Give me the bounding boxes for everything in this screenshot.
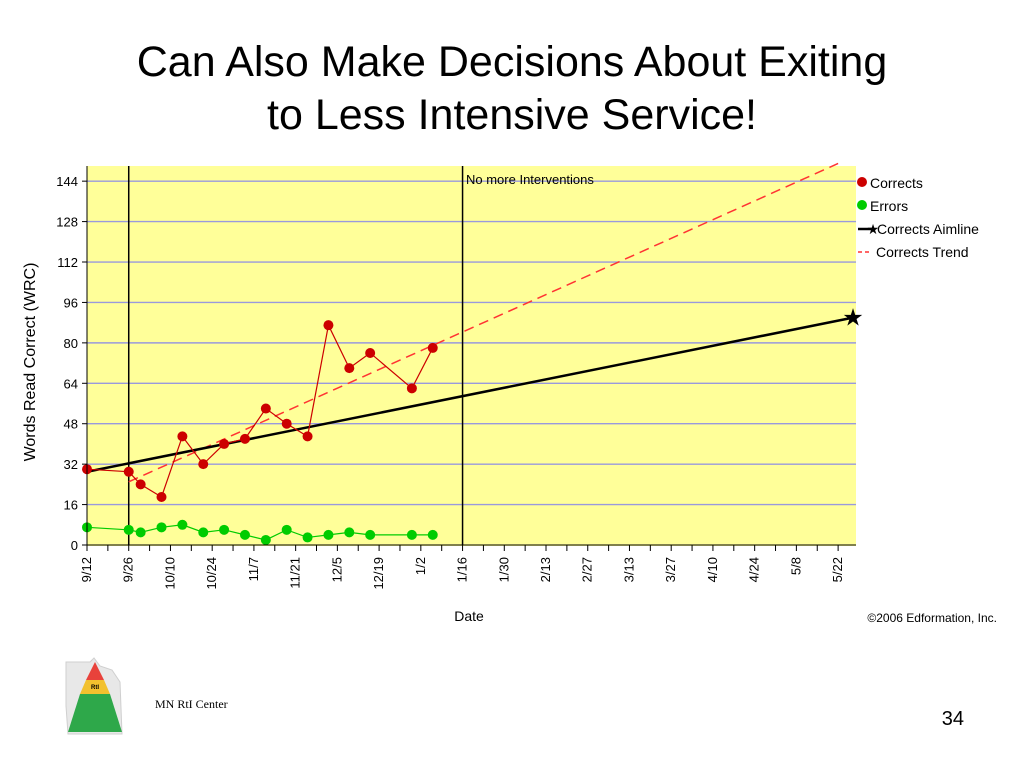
legend-label: Corrects Trend <box>876 244 969 260</box>
y-tick-label: 128 <box>56 215 78 230</box>
slide-title-line-1: Can Also Make Decisions About Exiting <box>136 38 888 86</box>
data-point <box>177 519 188 530</box>
series-errors <box>82 519 438 545</box>
y-tick-label: 80 <box>64 336 78 351</box>
data-point <box>302 532 313 543</box>
trend-line <box>128 162 839 483</box>
series-group: ★ <box>82 162 864 545</box>
y-tick-label: 64 <box>64 376 78 391</box>
legend-label: Corrects <box>870 175 923 191</box>
data-point <box>219 438 230 449</box>
legend-item: ★Corrects Aimline <box>858 221 979 238</box>
data-point <box>198 527 209 538</box>
x-tick-label: 5/8 <box>788 557 803 575</box>
copyright-label: ©2006 Edformation, Inc. <box>867 611 997 625</box>
y-tick-label: 16 <box>64 498 78 513</box>
y-axis-title: Words Read Correct (WRC) <box>22 263 39 462</box>
x-tick-label: 1/16 <box>455 557 470 582</box>
legend-star: ★ <box>867 222 880 238</box>
y-tick-label: 96 <box>64 295 78 310</box>
x-tick-label: 1/30 <box>496 557 511 582</box>
x-tick-label: 9/26 <box>121 557 136 582</box>
mn-rti-logo: RtI <box>60 656 130 741</box>
slide-title: Can Also Make Decisions About Exiting to… <box>0 36 1024 142</box>
logo-text: RtI <box>91 685 99 691</box>
slide-number: 34 <box>941 708 964 730</box>
data-point <box>177 431 188 442</box>
legend-item: Corrects <box>857 175 923 191</box>
x-tick-label: 4/10 <box>705 557 720 582</box>
legend-item: Corrects Trend <box>858 244 969 260</box>
aimline-goal-star: ★ <box>842 304 864 332</box>
series-line <box>86 323 434 498</box>
x-tick-label: 2/13 <box>538 557 553 582</box>
legend-label: Errors <box>870 198 908 214</box>
data-point <box>260 534 271 545</box>
data-point <box>135 479 146 490</box>
data-point <box>406 529 417 540</box>
footer-label: MN RtI Center <box>155 697 228 711</box>
data-point <box>406 383 417 394</box>
y-tick-label: 48 <box>64 417 78 432</box>
x-tick-label: 1/2 <box>413 557 428 575</box>
series-corrects-aimline: ★ <box>86 304 864 473</box>
data-point <box>281 418 292 429</box>
x-tick-label: 4/24 <box>747 557 762 582</box>
x-axis-title: Date <box>454 608 484 624</box>
x-tick-label: 12/19 <box>371 557 386 590</box>
data-point <box>427 342 438 353</box>
legend-label: Corrects Aimline <box>877 221 979 237</box>
data-point <box>123 524 134 535</box>
x-tick-label: 10/10 <box>162 557 177 590</box>
legend-marker <box>857 200 867 210</box>
x-tick-label: 3/27 <box>663 557 678 582</box>
data-point <box>365 347 376 358</box>
data-point <box>135 527 146 538</box>
slide-title-line-2: to Less Intensive Service! <box>267 91 757 139</box>
y-tick-label: 32 <box>64 457 78 472</box>
data-point <box>123 466 134 477</box>
x-tick-label: 3/13 <box>621 557 636 582</box>
plot-area-background <box>87 166 856 546</box>
data-point <box>239 529 250 540</box>
data-point <box>344 527 355 538</box>
x-tick-label: 9/12 <box>79 557 94 582</box>
x-tick-label: 12/5 <box>329 557 344 582</box>
data-point <box>365 529 376 540</box>
aimline <box>86 316 854 473</box>
data-point <box>323 320 334 331</box>
gridlines <box>87 180 856 506</box>
data-point <box>323 529 334 540</box>
legend-item: Errors <box>857 198 908 214</box>
data-point <box>281 524 292 535</box>
x-tick-label: 11/21 <box>288 557 303 589</box>
y-tick-label: 144 <box>56 174 78 189</box>
y-tick-label: 112 <box>57 255 78 270</box>
data-point <box>302 431 313 442</box>
data-point <box>239 433 250 444</box>
annotation-label: No more Interventions <box>466 172 594 187</box>
progress-monitoring-chart: ★ 0 16 32 48 64 80 96 112 128 144 9/12 9/26 10/10 10/… <box>22 162 997 625</box>
data-point <box>219 524 230 535</box>
x-tick-label: 10/24 <box>204 557 219 590</box>
data-point <box>156 522 167 533</box>
data-point <box>156 491 167 502</box>
series-corrects <box>82 320 438 502</box>
x-tick-label: 5/22 <box>830 557 845 582</box>
series-corrects-trend <box>128 162 839 483</box>
x-tick-label: 11/7 <box>246 557 261 581</box>
y-tick-label: 0 <box>71 538 78 553</box>
axes: 0 16 32 48 64 80 96 112 128 144 9/12 9/26 10/10 10/24… <box>56 166 856 590</box>
data-point <box>198 459 209 470</box>
data-point <box>260 403 271 414</box>
data-point <box>344 363 355 374</box>
legend-marker <box>857 177 867 187</box>
data-point <box>427 529 438 540</box>
series-line <box>86 524 433 541</box>
x-tick-label: 2/27 <box>580 557 595 582</box>
